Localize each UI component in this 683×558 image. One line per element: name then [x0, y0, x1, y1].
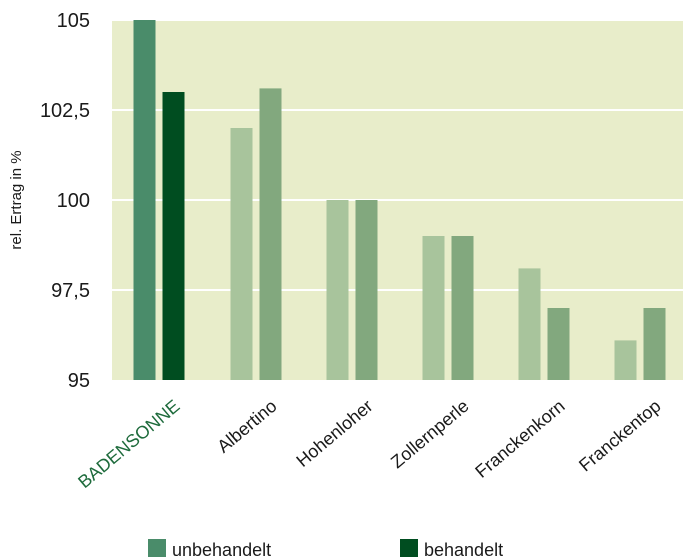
bar-behandelt-franckenkorn — [547, 308, 570, 380]
x-tick-labels: BADENSONNE Albertino Hohenloher Zollernperl… — [74, 396, 664, 492]
bar-unbehandelt-hohenloher — [326, 200, 349, 380]
y-tick-label: 102,5 — [40, 100, 90, 122]
legend-label: unbehandelt — [172, 540, 271, 558]
x-tick-label: Franckentop — [575, 396, 665, 476]
legend-swatch — [400, 539, 418, 557]
x-tick-label: Albertino — [213, 396, 280, 457]
x-tick-label: Hohenloher — [292, 396, 376, 471]
y-tick-label: 100 — [57, 190, 90, 212]
x-tick-label: Zollernperle — [387, 396, 473, 472]
y-axis-label: rel. Ertrag in % — [8, 150, 25, 249]
bar-unbehandelt-badensonne — [133, 20, 156, 380]
y-tick-label: 105 — [57, 10, 90, 32]
bar-behandelt-badensonne — [162, 92, 185, 380]
bar-behandelt-hohenloher — [355, 200, 378, 380]
bar-behandelt-franckentop — [643, 308, 666, 380]
bars — [133, 20, 666, 381]
bar-unbehandelt-albertino — [230, 128, 253, 380]
y-tick-label: 97,5 — [51, 280, 90, 302]
bar-unbehandelt-zollernperle — [422, 236, 445, 380]
bar-unbehandelt-franckentop — [614, 340, 637, 380]
x-tick-label: BADENSONNE — [74, 396, 183, 492]
legend-swatch — [148, 539, 166, 557]
y-tick-label: 95 — [68, 370, 90, 392]
y-tick-labels: 95 97,5 100 102,5 105 — [40, 10, 90, 392]
x-tick-label: Franckenkorn — [471, 396, 568, 482]
gridlines — [112, 19, 683, 291]
bar-behandelt-albertino — [259, 88, 282, 381]
legend: unbehandelt behandelt — [148, 539, 503, 558]
bar-behandelt-zollernperle — [451, 236, 474, 380]
bar-unbehandelt-franckenkorn — [518, 268, 541, 380]
legend-label: behandelt — [424, 540, 503, 558]
